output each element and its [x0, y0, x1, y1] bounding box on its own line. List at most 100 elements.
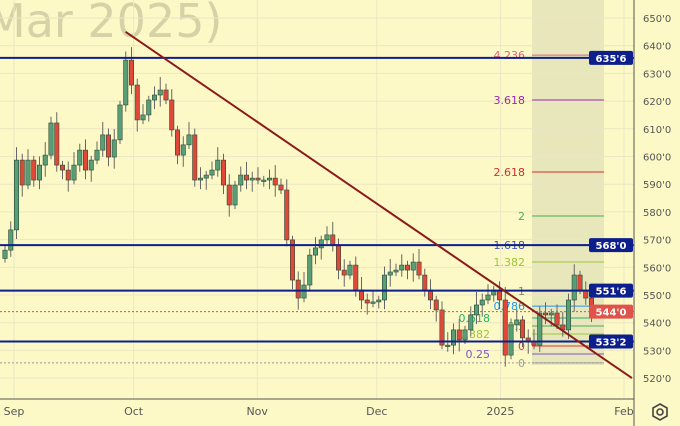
- fib-level-label: 0: [518, 340, 525, 353]
- candle-up: [410, 261, 416, 271]
- candle-up: [307, 254, 313, 286]
- candle-down: [129, 59, 135, 86]
- candle-up: [548, 312, 554, 316]
- candle-down: [422, 274, 428, 291]
- candle-up: [215, 159, 221, 171]
- candle-down: [519, 319, 525, 339]
- candle-down: [502, 299, 508, 356]
- candle-up: [152, 94, 158, 101]
- fib-level-label: 3.618: [494, 94, 526, 107]
- candle-up: [473, 304, 479, 316]
- candle-down: [163, 89, 169, 101]
- time-axis: [0, 399, 680, 426]
- symbol-watermark: Mar 2025): [0, 0, 223, 48]
- trend-line: [125, 31, 633, 379]
- fib-level-label: 1.382: [494, 256, 526, 269]
- candle-up: [387, 271, 393, 276]
- price-tick-label: 550'0: [643, 291, 671, 302]
- candle-up: [71, 164, 77, 181]
- candle-down: [54, 122, 60, 166]
- candle-down: [169, 99, 175, 131]
- candle-up: [232, 184, 238, 206]
- price-tick-label: 580'0: [643, 208, 671, 219]
- candle-up: [381, 274, 387, 301]
- candle-down: [272, 177, 278, 186]
- candle-up: [77, 149, 83, 166]
- price-tick-label: 540'0: [643, 319, 671, 330]
- candle-up: [468, 314, 474, 331]
- candle-up: [209, 169, 215, 176]
- candle-up: [571, 274, 577, 301]
- candle-up: [111, 139, 117, 158]
- candle-up: [180, 144, 186, 156]
- price-tick-label: 600'0: [643, 153, 671, 164]
- candle-up: [100, 134, 106, 151]
- candle-down: [416, 261, 422, 276]
- candle-down: [255, 177, 261, 181]
- price-tick-label: 590'0: [643, 180, 671, 191]
- candle-up: [123, 59, 129, 106]
- candle-up: [36, 164, 42, 181]
- candle-up: [462, 329, 468, 341]
- candle-down: [65, 169, 71, 181]
- candle-down: [284, 189, 290, 241]
- price-tick-label: 630'0: [643, 69, 671, 80]
- candle-up: [479, 299, 485, 306]
- fib-level-label: 2: [518, 210, 525, 223]
- time-tick-label: 2025: [486, 405, 514, 418]
- candle-up: [508, 324, 514, 356]
- price-tick-label: 570'0: [643, 236, 671, 247]
- candle-up: [42, 154, 48, 166]
- candle-up: [94, 149, 100, 161]
- candle-down: [19, 159, 25, 186]
- candle-up: [140, 114, 146, 121]
- candle-down: [83, 149, 89, 171]
- candle-down: [106, 134, 112, 158]
- settings-gear-icon[interactable]: [650, 402, 670, 422]
- candle-down: [364, 299, 370, 304]
- price-tick-label: 610'0: [643, 125, 671, 136]
- candle-up: [48, 122, 54, 156]
- candle-up: [186, 134, 192, 146]
- candle-down: [175, 129, 181, 156]
- candle-down: [226, 184, 232, 206]
- candle-down: [353, 264, 359, 291]
- candle-down: [456, 329, 462, 341]
- candle-up: [203, 174, 209, 179]
- time-tick-label: Oct: [124, 405, 144, 418]
- candle-up: [261, 179, 267, 182]
- candle-down: [31, 159, 37, 181]
- candle-up: [8, 229, 14, 251]
- fib-level-label: 4.236: [494, 49, 526, 62]
- price-level-badge-text: 635'6: [596, 54, 627, 65]
- candle-up: [117, 104, 123, 141]
- price-axis: [634, 0, 680, 426]
- candle-up: [88, 159, 94, 171]
- candle-up: [198, 177, 204, 181]
- candle-down: [433, 299, 439, 311]
- candle-up: [266, 177, 272, 181]
- candle-up: [318, 239, 324, 249]
- price-level-badge: [589, 50, 633, 65]
- candle-up: [324, 234, 330, 241]
- candle-up: [393, 269, 399, 273]
- current-price-badge: [589, 304, 633, 319]
- candle-up: [14, 159, 20, 231]
- candle-down: [192, 134, 198, 181]
- candle-down: [59, 164, 65, 171]
- candle-up: [347, 264, 353, 276]
- candle-up: [514, 319, 520, 326]
- time-tick-label: Nov: [246, 405, 268, 418]
- candle-down: [134, 84, 140, 121]
- candle-up: [565, 299, 571, 331]
- candle-down: [577, 274, 583, 291]
- candle-down: [330, 234, 336, 246]
- price-tick-label: 530'0: [643, 346, 671, 357]
- candle-up: [238, 174, 244, 186]
- candle-down: [542, 312, 548, 316]
- candle-down: [554, 312, 560, 326]
- candle-down: [531, 341, 537, 346]
- candle-down: [289, 239, 295, 281]
- price-level-badge: [589, 334, 633, 349]
